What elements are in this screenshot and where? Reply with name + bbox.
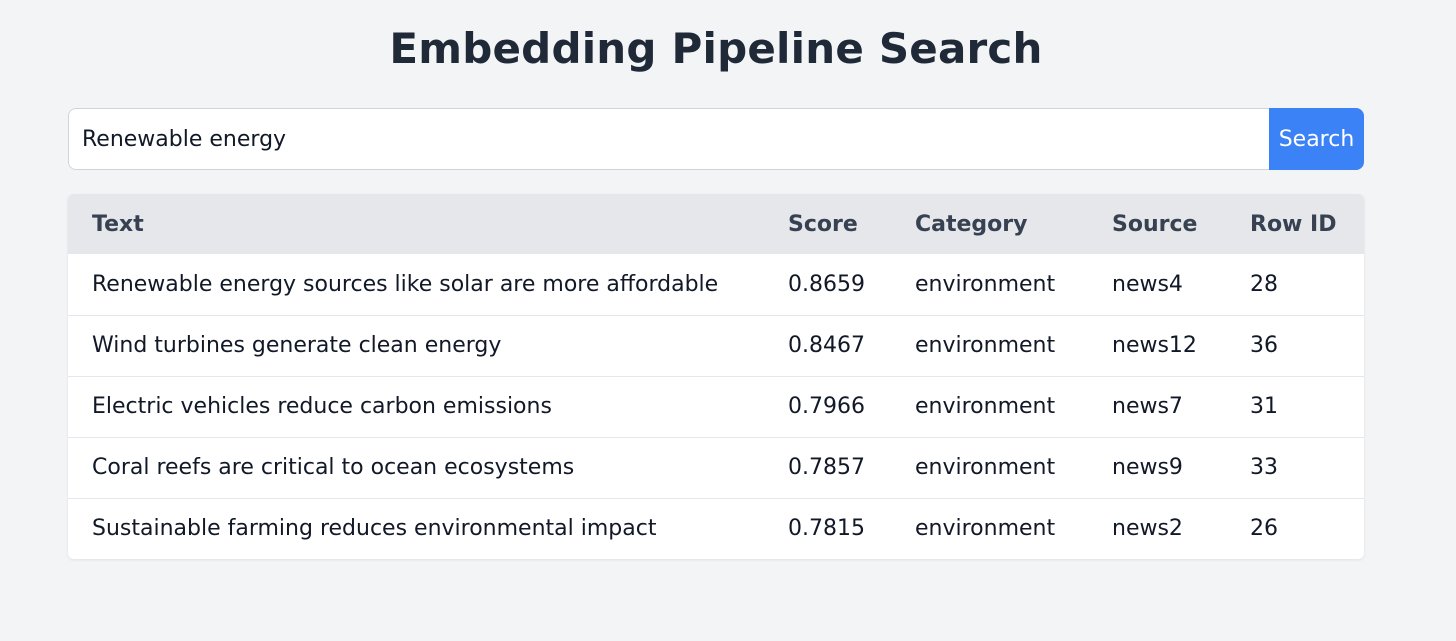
column-header-text: Text — [92, 211, 144, 237]
cell-row-id: 26 — [1250, 516, 1278, 542]
cell-category: environment — [915, 271, 1056, 297]
cell-score: 0.8659 — [788, 271, 865, 297]
table-row: Coral reefs are critical to ocean ecosys… — [68, 437, 1364, 498]
cell-source: news9 — [1112, 455, 1183, 480]
cell-text: Renewable energy sources like solar are … — [92, 271, 719, 297]
column-header-source: Source — [1112, 211, 1198, 237]
search-bar: Search — [68, 108, 1364, 170]
cell-row-id: 36 — [1250, 333, 1278, 358]
cell-text: Electric vehicles reduce carbon emission… — [92, 394, 552, 419]
cell-row-id: 31 — [1250, 394, 1278, 419]
cell-text: Coral reefs are critical to ocean ecosys… — [92, 455, 575, 480]
table-row: Sustainable farming reduces environmenta… — [68, 498, 1364, 559]
cell-source: news12 — [1112, 333, 1197, 358]
cell-source: news4 — [1112, 271, 1183, 297]
column-header-category: Category — [915, 211, 1028, 237]
cell-score: 0.8467 — [788, 333, 865, 358]
cell-source: news7 — [1112, 394, 1183, 419]
table-row: Electric vehicles reduce carbon emission… — [68, 376, 1364, 437]
cell-score: 0.7815 — [788, 516, 865, 542]
cell-category: environment — [915, 516, 1056, 542]
results-table-container: Text Score Category Source Row ID Renewa… — [68, 194, 1364, 559]
search-button[interactable]: Search — [1269, 108, 1364, 170]
table-header-row: Text Score Category Source Row ID — [68, 194, 1364, 254]
cell-text: Sustainable farming reduces environmenta… — [92, 516, 657, 542]
cell-score: 0.7966 — [788, 394, 865, 419]
cell-category: environment — [915, 394, 1056, 419]
search-input[interactable] — [68, 108, 1269, 170]
cell-source: news2 — [1112, 516, 1183, 542]
cell-category: environment — [915, 333, 1056, 358]
column-header-score: Score — [788, 211, 858, 237]
cell-row-id: 28 — [1250, 271, 1278, 297]
table-row: Wind turbines generate clean energy 0.84… — [68, 315, 1364, 376]
cell-category: environment — [915, 455, 1056, 480]
cell-score: 0.7857 — [788, 455, 865, 480]
results-table: Text Score Category Source Row ID Renewa… — [68, 194, 1364, 559]
column-header-row-id: Row ID — [1250, 211, 1337, 237]
table-row: Renewable energy sources like solar are … — [68, 254, 1364, 315]
cell-text: Wind turbines generate clean energy — [92, 333, 502, 358]
page-title: Embedding Pipeline Search — [389, 24, 1043, 73]
cell-row-id: 33 — [1250, 455, 1278, 480]
